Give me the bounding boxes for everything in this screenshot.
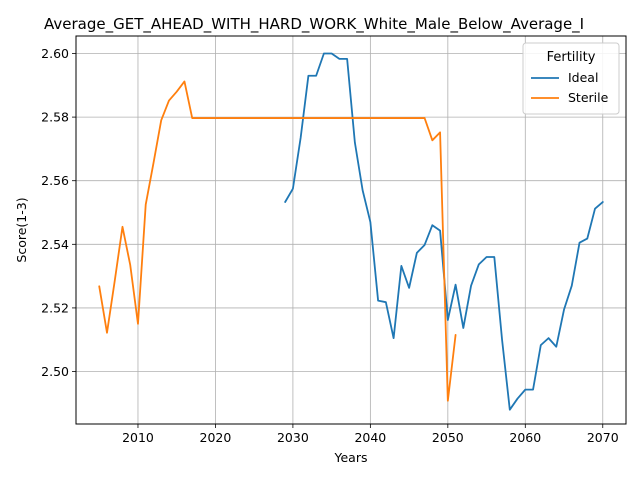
grid xyxy=(76,36,626,424)
x-tick-label: 2050 xyxy=(432,430,464,445)
x-tick-label: 2030 xyxy=(277,430,309,445)
y-tick-label: 2.52 xyxy=(41,300,69,315)
y-tick-label: 2.50 xyxy=(41,364,69,379)
y-tick-label: 2.60 xyxy=(41,46,69,61)
legend-label-sterile: Sterile xyxy=(568,90,609,105)
legend-title: Fertility xyxy=(547,50,596,65)
legend: Fertility Ideal Sterile xyxy=(522,42,620,115)
y-tick-label: 2.54 xyxy=(41,237,69,252)
legend-label-ideal: Ideal xyxy=(568,70,598,85)
x-tick-label: 2020 xyxy=(200,430,232,445)
series-line-sterile xyxy=(98,80,457,402)
x-tick-label: 2060 xyxy=(509,430,541,445)
x-tick-label: 2070 xyxy=(587,430,619,445)
x-axis: 2010 2020 2030 2040 2050 2060 2070 xyxy=(122,424,619,445)
y-tick-label: 2.58 xyxy=(41,110,69,125)
y-axis: 2.50 2.52 2.54 2.56 2.58 2.60 xyxy=(41,46,76,379)
series-group xyxy=(98,52,604,411)
x-tick-label: 2010 xyxy=(122,430,154,445)
plot-frame xyxy=(75,35,627,425)
x-axis-label: Years xyxy=(334,450,368,465)
x-tick-label: 2040 xyxy=(354,430,386,445)
y-axis-label: Score(1-3) xyxy=(14,197,29,262)
chart-title: Average_GET_AHEAD_WITH_HARD_WORK_White_M… xyxy=(44,15,584,34)
y-tick-label: 2.56 xyxy=(41,173,69,188)
legend-box xyxy=(522,42,620,115)
